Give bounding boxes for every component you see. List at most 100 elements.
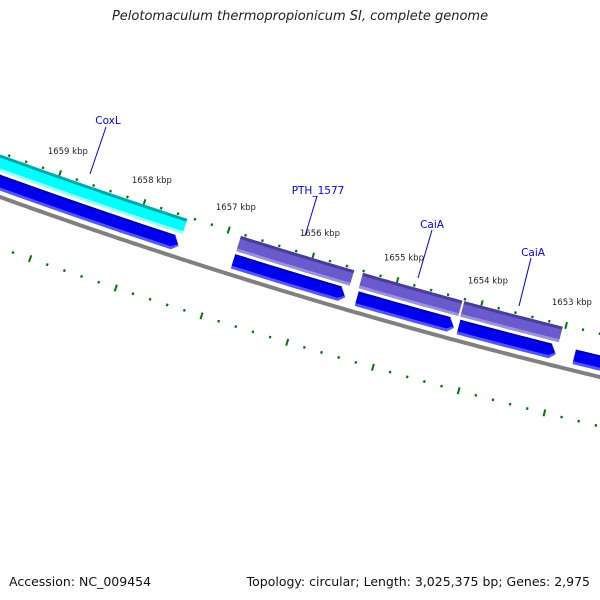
gene-label[interactable]: CaiA — [420, 219, 445, 231]
minor-tick — [244, 233, 247, 237]
cds-edge — [575, 349, 600, 358]
minor-tick — [92, 183, 96, 187]
genome-summary-text: Topology: circular; Length: 3,025,375 bp… — [246, 574, 590, 589]
cds-edge — [234, 254, 342, 289]
tick-tracks — [7, 154, 600, 427]
gene-label[interactable]: CoxL — [95, 115, 121, 127]
minor-tick — [345, 264, 349, 268]
minor-tick — [277, 244, 281, 248]
minor-tick — [7, 154, 11, 158]
major-tick — [28, 255, 33, 263]
minor-tick — [80, 274, 83, 278]
major-tick — [371, 363, 375, 371]
cds-edge — [459, 319, 553, 346]
minor-tick — [217, 319, 221, 323]
major-tick — [564, 321, 568, 330]
minor-tick — [75, 178, 79, 182]
minor-tick — [125, 195, 129, 199]
minor-tick — [109, 189, 112, 193]
leader-line — [417, 229, 433, 279]
backbone-line — [0, 194, 600, 380]
cds-1[interactable] — [0, 170, 179, 250]
minor-tick — [446, 293, 450, 297]
major-tick — [226, 226, 231, 234]
minor-tick — [261, 239, 264, 243]
minor-tick — [41, 166, 45, 170]
ruler-label: 1656 kbp — [300, 229, 340, 239]
minor-tick — [131, 292, 135, 296]
minor-tick — [497, 306, 501, 310]
ruler-labels: 1659 kbp 1658 kbp 1657 kbp 1656 kbp 1655… — [48, 147, 592, 308]
gene-coxl[interactable] — [0, 152, 188, 235]
leader-line — [89, 126, 107, 175]
map-title: Pelotomaculum thermopropionicum SI, comp… — [111, 9, 489, 24]
cds-pth1577[interactable] — [230, 254, 346, 301]
major-tick — [113, 284, 118, 292]
minor-tick — [429, 288, 433, 292]
gene-label[interactable]: PTH_1577 — [292, 185, 345, 197]
gene-edge — [463, 301, 563, 330]
cds-caia-2[interactable] — [456, 319, 556, 359]
gene-body — [461, 301, 563, 340]
gene-body — [359, 272, 463, 314]
ruler-label: 1659 kbp — [48, 147, 88, 157]
cds-body — [457, 319, 556, 355]
minor-tick — [176, 212, 180, 216]
cds-edge — [358, 291, 451, 320]
minor-tick — [11, 251, 15, 255]
gene-label-caia-1[interactable]: CaiA — [417, 219, 445, 279]
gene-label-coxl[interactable]: CoxL — [89, 115, 121, 175]
cds-next[interactable] — [572, 349, 600, 381]
gene-caia-1[interactable] — [358, 272, 463, 317]
minor-tick — [463, 297, 467, 301]
minor-tick — [234, 325, 238, 329]
gene-body — [237, 236, 355, 283]
cds-edge — [0, 174, 176, 237]
gene-label[interactable]: CaiA — [521, 247, 546, 259]
minor-tick — [354, 360, 358, 364]
minor-tick — [159, 206, 163, 210]
feature-tracks — [0, 152, 600, 381]
minor-tick — [165, 303, 169, 307]
minor-tick — [24, 160, 28, 164]
minor-tick — [531, 315, 534, 319]
minor-tick — [182, 308, 186, 312]
cds-body — [231, 254, 345, 298]
minor-tick — [581, 328, 585, 332]
ruler-label: 1654 kbp — [468, 277, 508, 287]
minor-tick — [379, 274, 382, 278]
minor-tick — [560, 415, 563, 419]
minor-tick — [337, 355, 341, 359]
minor-tick — [412, 283, 416, 287]
minor-tick — [251, 330, 255, 334]
cds-caia-1[interactable] — [354, 291, 454, 332]
minor-tick — [514, 311, 517, 315]
minor-tick — [302, 345, 306, 349]
minor-tick — [210, 223, 214, 227]
minor-tick — [268, 335, 272, 339]
minor-tick — [577, 419, 581, 423]
minor-tick — [362, 269, 366, 273]
ruler-label: 1653 kbp — [552, 298, 592, 308]
major-tick — [542, 409, 547, 417]
gene-edge — [240, 236, 355, 274]
gene-label-caia-2[interactable]: CaiA — [518, 247, 546, 307]
minor-tick — [294, 249, 298, 253]
gene-caia-2[interactable] — [460, 301, 563, 343]
minor-tick — [328, 259, 332, 263]
gene-pth1577[interactable] — [236, 236, 355, 286]
minor-tick — [388, 370, 392, 374]
major-tick — [199, 312, 204, 320]
accession-text: Accession: NC_009454 — [9, 574, 152, 589]
minor-tick — [148, 297, 152, 301]
minor-tick — [594, 423, 598, 427]
minor-tick — [320, 350, 323, 354]
minor-tick — [491, 398, 495, 402]
gene-label-pth1577[interactable]: PTH_1577 — [292, 185, 345, 237]
gene-edge — [362, 272, 463, 304]
minor-tick — [62, 269, 66, 273]
major-tick — [285, 338, 290, 346]
minor-tick — [440, 384, 443, 388]
